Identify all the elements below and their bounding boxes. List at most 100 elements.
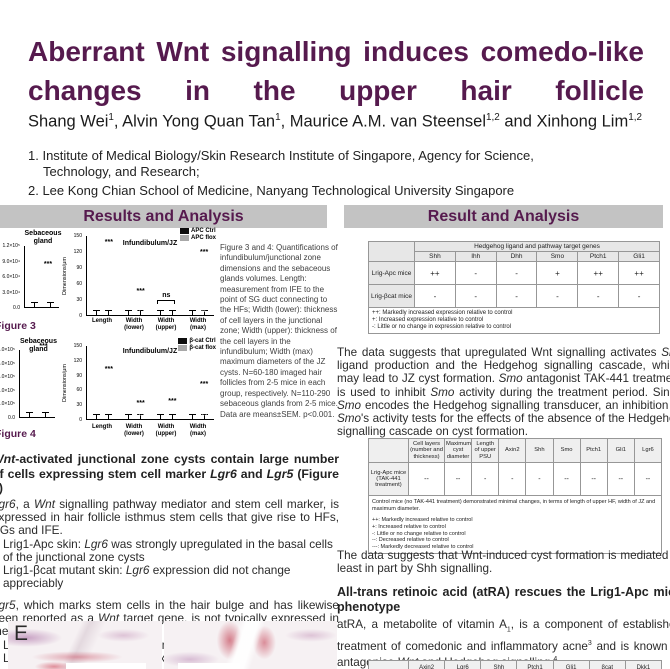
table-cell: -: [495, 284, 538, 308]
significance-marker: ***: [200, 249, 209, 257]
y-tick-label: 30: [76, 402, 82, 409]
y-tick-label: 60: [76, 387, 82, 394]
row-label: Lrig-Apc mice (TAK-441 treatment): [368, 462, 409, 497]
bullet-item: Lrig1-Apc skin: Lgr6 was strongly upregu…: [0, 537, 339, 564]
error-bar: [188, 414, 196, 419]
histology-image-left: [8, 621, 162, 669]
left-text-block: Wnt-activated junctional zone cysts cont…: [0, 452, 339, 665]
table-row: Lrig-Apc mice (TAK-441 treatment) -- -- - - -…: [368, 462, 663, 497]
chart-title: Infundibulum/JZ: [122, 348, 178, 355]
atra-heading: All-trans retinoic acid (atRA) rescues t…: [337, 585, 670, 614]
panel-label-e: E: [14, 622, 29, 645]
table-cell: -: [618, 284, 660, 308]
significance-marker: ***: [168, 397, 177, 405]
table-cell: --: [443, 462, 473, 497]
y-tick-label: 120: [73, 249, 82, 255]
y-tick-label: 3.0×10⁵: [0, 374, 15, 381]
hedgehog-table-grid: Hedgehog ligand and pathway target genes…: [368, 241, 660, 334]
y-tick-label: 9.0×10⁴: [2, 258, 20, 265]
legend-label: APC Ctrl: [190, 228, 216, 234]
chart-x-labels: Length Width (lower) Width (upper) Width (m…: [86, 424, 214, 442]
table-row: Lrig-Apc mice ++ - - + ++ ++: [368, 261, 660, 285]
table-row: Axin2 Lgr6 Shh Ptch1 Gli1 βcat Dkk1: [368, 660, 662, 669]
bottom-table-grid: Axin2 Lgr6 Shh Ptch1 Gli1 βcat Dkk1: [368, 660, 662, 669]
authors-line: Shang Wei1, Alvin Yong Quan Tan1, Mauric…: [28, 112, 642, 131]
table-cell: ++: [414, 261, 456, 285]
y-tick-label: 0: [79, 417, 82, 423]
table-cell: -: [471, 462, 500, 497]
error-bar: [137, 310, 145, 315]
figure4-label: Figure 4: [0, 428, 36, 440]
error-bar: [168, 310, 176, 315]
bar-value-label: 101.7: [197, 308, 211, 314]
footnote-line: ++: Markedly increased relative to contr…: [372, 517, 473, 524]
table-cell: -: [525, 462, 554, 497]
y-tick-label: 120: [73, 357, 82, 364]
table-row: Cell layers (number and thickness) Maximu…: [368, 437, 663, 464]
legend-swatch: [179, 228, 189, 234]
table-row: Lrig-βcat mice - - - - - -: [368, 284, 660, 308]
table-cell: -: [577, 284, 620, 308]
error-bar: [125, 310, 133, 315]
column-header: Ptch1: [579, 437, 608, 464]
histology-image-right: [164, 621, 337, 669]
left-section-header: Results and Analysis: [0, 205, 327, 228]
significance-marker: ***: [136, 399, 145, 407]
table-cell: --: [606, 462, 635, 497]
y-tick-label: 0.0: [8, 415, 15, 421]
y-tick-label: 60: [76, 281, 82, 287]
chart-x-labels: Length Width (lower) Width (upper) Width (m…: [86, 318, 214, 346]
error-bar: [200, 310, 208, 315]
lgr6-heading: Wnt-activated junctional zone cysts cont…: [0, 452, 339, 495]
table-cell: --: [579, 462, 608, 497]
column-header: Shh: [525, 437, 554, 464]
significance-marker: ***: [200, 381, 209, 389]
analysis-paragraph-1: The data suggests that upregulated Wnt s…: [337, 346, 670, 439]
figure3-infundibulum-chart: Infundibulum/JZ Dimensions/μm 150 120 90 60 30…: [62, 228, 218, 350]
chart-y-ticks: 1.2×10⁵ 9.0×10⁴ 6.0×10⁴ 3.0×10⁴ 0.0: [0, 243, 22, 311]
gene-column-header: Shh: [414, 251, 456, 262]
table-row: Hedgehog ligand and pathway target genes: [368, 241, 660, 262]
y-tick-label: 30: [76, 297, 82, 303]
table-cell: +: [536, 261, 579, 285]
chart-legend: APC Ctrl APC flox: [179, 228, 216, 241]
column-header: Maximum cyst diameter: [443, 437, 473, 464]
table-row: Control mice (no TAK-441 treatment) demo…: [368, 495, 662, 555]
x-category-label: Width (lower): [124, 318, 144, 331]
chart-title: Sebaceous gland: [20, 338, 57, 353]
y-tick-label: 150: [73, 233, 82, 239]
legend-swatch: [178, 345, 188, 351]
column-header: Dkk1: [624, 660, 662, 669]
y-tick-label: 90: [76, 372, 82, 379]
table-footnotes: ++: Markedly increased expression relati…: [368, 307, 660, 334]
error-bar: [26, 412, 33, 417]
control-note: Control mice (no TAK-441 treatment) demo…: [372, 499, 656, 512]
gene-column-header: Ptch1: [577, 251, 620, 262]
column-header: Smo: [552, 437, 581, 464]
gene-column-header: Smo: [536, 251, 579, 262]
affiliation-item-2: 2. Lee Kong Chian School of Medicine, Na…: [28, 183, 515, 198]
table-cell: -: [495, 261, 538, 285]
footnote-line: +: Increased expression relative to cont…: [372, 317, 484, 323]
column-header: Ptch1: [516, 660, 554, 669]
chart-title: Sebaceous gland: [24, 230, 62, 245]
chart-plot: ***: [19, 343, 55, 418]
table-cell: -: [414, 284, 456, 308]
table-cell: --: [633, 462, 663, 497]
error-bar: [46, 302, 54, 307]
error-bar: [125, 414, 133, 419]
x-category-label: Width (upper): [155, 424, 177, 437]
legend-label: APC flox: [190, 235, 216, 241]
chart-y-ticks: 150 120 90 60 30 0: [72, 233, 84, 319]
error-bar: [137, 414, 145, 419]
row-label: Lrig-Apc mice: [368, 261, 415, 285]
chart-y-ticks: 5.0×10⁵ 4.0×10⁵ 3.0×10⁵ 2.0×10⁵ 1.0×10⁵ 0.0: [0, 347, 17, 421]
legend-swatch: [178, 338, 188, 344]
column-header: Cell layers (number and thickness): [408, 437, 445, 464]
chart-title: Infundibulum/JZ: [122, 240, 178, 247]
table-cell: --: [408, 462, 445, 497]
bottom-table: Axin2 Lgr6 Shh Ptch1 Gli1 βcat Dkk1: [368, 660, 662, 669]
lgr6-bullet-list: Lrig1-Apc skin: Lgr6 was strongly upregu…: [0, 537, 339, 590]
error-bar: [200, 414, 208, 419]
